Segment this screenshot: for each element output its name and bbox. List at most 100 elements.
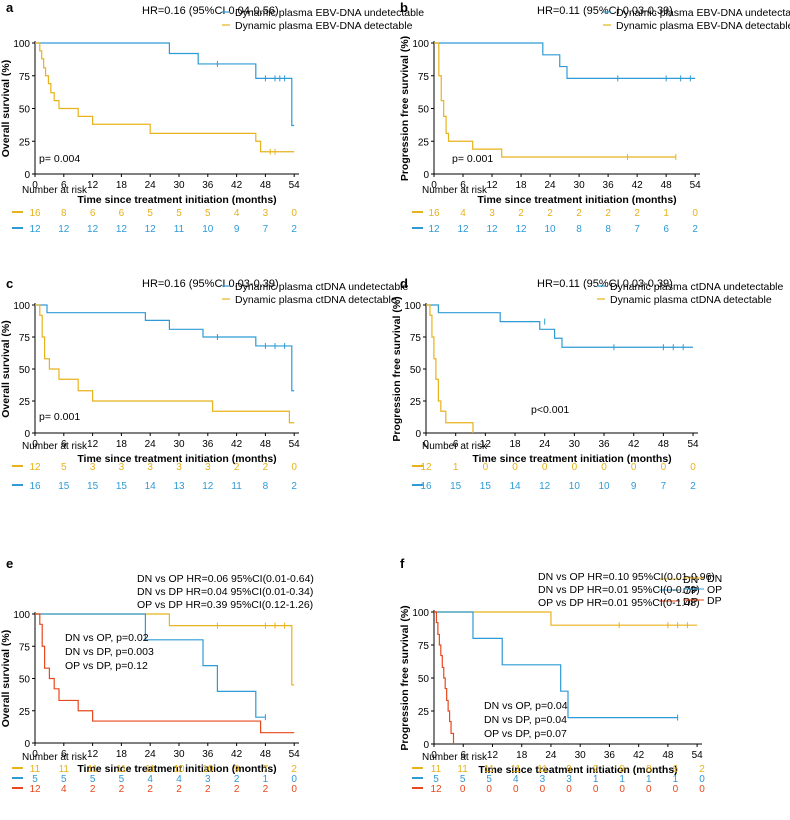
- risk-value: 7: [263, 764, 269, 775]
- risk-value: 0: [512, 462, 518, 473]
- km-curve: [35, 304, 295, 424]
- risk-value: 12: [430, 784, 442, 795]
- risk-value: 15: [58, 481, 70, 492]
- risk-value: 11: [174, 224, 185, 235]
- x-tick-label: 30: [173, 749, 185, 760]
- y-tick-label: 25: [19, 707, 31, 718]
- x-tick-label: 42: [231, 180, 243, 191]
- risk-value: 3: [540, 774, 546, 785]
- risk-value: 6: [90, 208, 96, 219]
- risk-value: 0: [291, 774, 297, 785]
- risk-value: 4: [513, 774, 519, 785]
- risk-value: 10: [598, 481, 610, 492]
- y-tick-label: 50: [418, 674, 430, 685]
- p-value: p<0.001: [531, 404, 569, 416]
- risk-value: 5: [61, 774, 67, 785]
- risk-value: 8: [61, 208, 67, 219]
- risk-value: 2: [690, 481, 696, 492]
- x-tick-label: 24: [145, 749, 157, 760]
- p-value: DN vs DP, p=0.04: [484, 714, 567, 726]
- risk-value: 7: [661, 481, 667, 492]
- x-tick-label: 54: [692, 750, 704, 761]
- risk-value: 12: [116, 224, 128, 235]
- y-axis-label: Overall survival (%): [0, 320, 12, 417]
- km-curve: [35, 613, 266, 718]
- risk-value: 12: [486, 224, 498, 235]
- risk-value: 10: [202, 764, 214, 775]
- risk-value: 0: [566, 784, 572, 795]
- x-tick-label: 0: [431, 750, 437, 761]
- risk-value: 12: [428, 224, 440, 235]
- y-tick-label: 0: [423, 740, 429, 751]
- legend-label: Dynamic plasma ctDNA undetectable: [610, 281, 783, 293]
- risk-value: 0: [572, 462, 578, 473]
- y-tick-label: 50: [418, 105, 430, 116]
- risk-title: Number at risk: [422, 441, 488, 452]
- risk-value: 12: [515, 224, 527, 235]
- risk-title: Number at risk: [22, 752, 88, 763]
- risk-value: 4: [147, 774, 153, 785]
- risk-value: 0: [631, 462, 637, 473]
- legend-label: OP: [683, 585, 698, 597]
- risk-value: 0: [646, 784, 652, 795]
- risk-value: 0: [513, 784, 519, 795]
- panel-e: eDN vs OP HR=0.06 95%CI(0.01-0.64)DN vs …: [0, 556, 698, 795]
- risk-value: 3: [566, 774, 572, 785]
- risk-value: 0: [673, 784, 679, 795]
- km-curve: [426, 304, 694, 348]
- x-tick-label: 0: [32, 439, 38, 450]
- y-tick-label: 25: [410, 397, 422, 408]
- risk-value: 2: [234, 462, 240, 473]
- x-tick-label: 24: [145, 439, 157, 450]
- x-tick-label: 48: [662, 750, 674, 761]
- risk-title: Number at risk: [422, 185, 488, 196]
- risk-value: 2: [176, 784, 182, 795]
- risk-value: 1: [453, 462, 459, 473]
- y-tick-label: 50: [19, 105, 31, 116]
- risk-value: 2: [263, 462, 269, 473]
- risk-value: 3: [205, 462, 211, 473]
- p-value: p= 0.001: [452, 153, 493, 165]
- risk-value: 9: [631, 481, 637, 492]
- risk-value: 9: [566, 764, 572, 775]
- y-tick-label: 0: [24, 739, 30, 750]
- y-axis-label: Progression free survival (%): [391, 296, 403, 441]
- x-tick-label: 18: [509, 439, 521, 450]
- risk-value: 0: [690, 462, 696, 473]
- risk-value: 2: [147, 784, 153, 795]
- risk-value: 1: [673, 774, 679, 785]
- risk-value: 5: [32, 774, 38, 785]
- legend-label: Dynamic plasma ctDNA detectable: [235, 294, 397, 306]
- x-tick-label: 36: [604, 750, 616, 761]
- risk-value: 3: [489, 208, 495, 219]
- x-tick-label: 6: [61, 439, 67, 450]
- risk-value: 11: [116, 764, 127, 775]
- risk-value: 0: [291, 784, 297, 795]
- km-curve: [434, 42, 696, 79]
- y-tick-label: 75: [19, 642, 31, 653]
- x-tick-label: 42: [628, 439, 640, 450]
- risk-value: 12: [457, 224, 469, 235]
- risk-value: 15: [116, 481, 128, 492]
- risk-value: 3: [147, 462, 153, 473]
- x-tick-label: 12: [480, 439, 492, 450]
- risk-value: 0: [291, 462, 297, 473]
- risk-value: 2: [291, 224, 297, 235]
- y-tick-label: 0: [24, 170, 30, 181]
- risk-value: 4: [61, 784, 67, 795]
- x-tick-label: 48: [658, 439, 670, 450]
- x-tick-label: 12: [486, 180, 498, 191]
- risk-value: 1: [593, 774, 599, 785]
- hr-line: OP vs DP HR=0.39 95%CI(0.12-1.26): [137, 599, 313, 611]
- y-tick-label: 75: [418, 72, 430, 83]
- y-tick-label: 50: [19, 365, 31, 376]
- risk-title: Number at risk: [22, 441, 88, 452]
- risk-value: 12: [29, 224, 41, 235]
- panel-d: d HR=0.11 (95%CI 0.03-0.39)Dynamic plasma…: [391, 276, 783, 492]
- y-tick-label: 100: [13, 610, 30, 621]
- legend-label: Dynamic plasma EBV-DNA detectable: [235, 20, 413, 32]
- risk-value: 9: [234, 764, 240, 775]
- risk-value: 14: [145, 481, 157, 492]
- y-axis-label: Overall survival (%): [0, 630, 12, 727]
- x-tick-label: 18: [116, 180, 128, 191]
